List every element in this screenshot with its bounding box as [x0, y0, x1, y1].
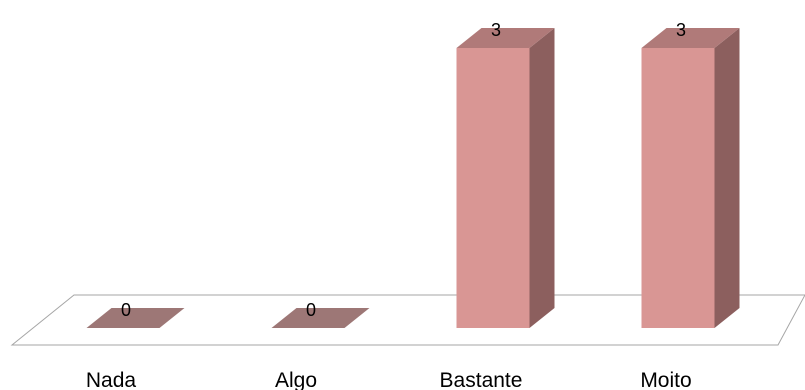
data-label-algo: 0: [306, 300, 316, 320]
bar-nada: [86, 308, 185, 328]
bar-top-face: [271, 308, 370, 328]
bar-top-face: [456, 28, 555, 48]
bar-top-face: [641, 28, 740, 48]
data-label-nada: 0: [121, 300, 131, 320]
data-label-moito: 3: [676, 20, 686, 40]
floor-plane: [10, 294, 805, 346]
category-label-nada: Nada: [86, 369, 137, 390]
category-label-bastante: Bastante: [440, 369, 523, 390]
chart-floor: [10, 294, 805, 346]
bar-front-face: [456, 48, 530, 328]
bars: [86, 28, 740, 328]
bar-side-face: [529, 28, 555, 328]
bar-moito: [641, 28, 740, 328]
data-labels: 0 0 3 3: [121, 20, 686, 320]
category-label-moito: Moito: [640, 369, 691, 390]
category-label-algo: Algo: [275, 369, 317, 390]
bar-side-face: [714, 28, 740, 328]
bar-bastante: [456, 28, 555, 328]
bar-algo: [271, 308, 370, 328]
category-axis-labels: Nada Algo Bastante Moito: [86, 369, 692, 390]
data-label-bastante: 3: [491, 20, 501, 40]
bar-top-face: [86, 308, 185, 328]
bar-front-face: [641, 48, 715, 328]
